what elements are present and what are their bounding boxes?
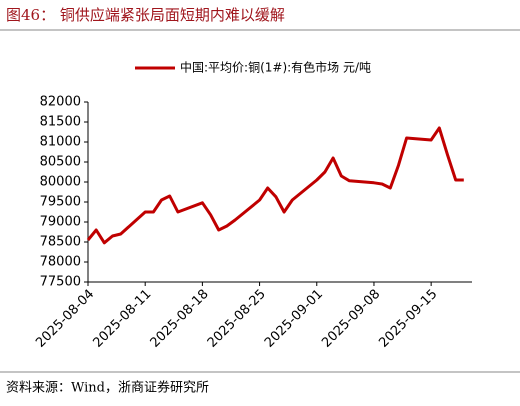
chart-title: 图46： 铜供应端紧张局面短期内难以缓解 xyxy=(6,6,285,24)
x-tick-label: 2025-08-18 xyxy=(148,287,212,351)
x-tick-label: 2025-09-01 xyxy=(262,287,326,351)
y-tick-label: 81000 xyxy=(40,135,81,150)
x-tick-label: 2025-09-15 xyxy=(376,287,440,351)
x-tick-label: 2025-09-08 xyxy=(319,287,383,351)
y-tick-label: 80500 xyxy=(40,155,81,170)
source-note: 资料来源：Wind，浙商证券研究所 xyxy=(6,380,209,396)
y-tick-label: 80000 xyxy=(40,175,81,190)
x-tick-label: 2025-08-11 xyxy=(90,287,154,351)
y-tick-label: 78500 xyxy=(40,235,81,250)
x-tick-label: 2025-08-04 xyxy=(33,287,97,351)
y-tick-label: 77500 xyxy=(40,275,81,290)
data-line xyxy=(86,126,464,245)
y-tick-label: 79000 xyxy=(40,215,81,230)
x-tick-label: 2025-08-25 xyxy=(205,287,269,351)
legend-label: 中国:平均价:铜(1#):有色市场 元/吨 xyxy=(180,60,371,75)
y-tick-label: 82000 xyxy=(40,95,81,110)
y-tick-label: 81500 xyxy=(40,115,81,130)
y-tick-label: 79500 xyxy=(40,195,81,210)
y-tick-label: 78000 xyxy=(40,255,81,270)
